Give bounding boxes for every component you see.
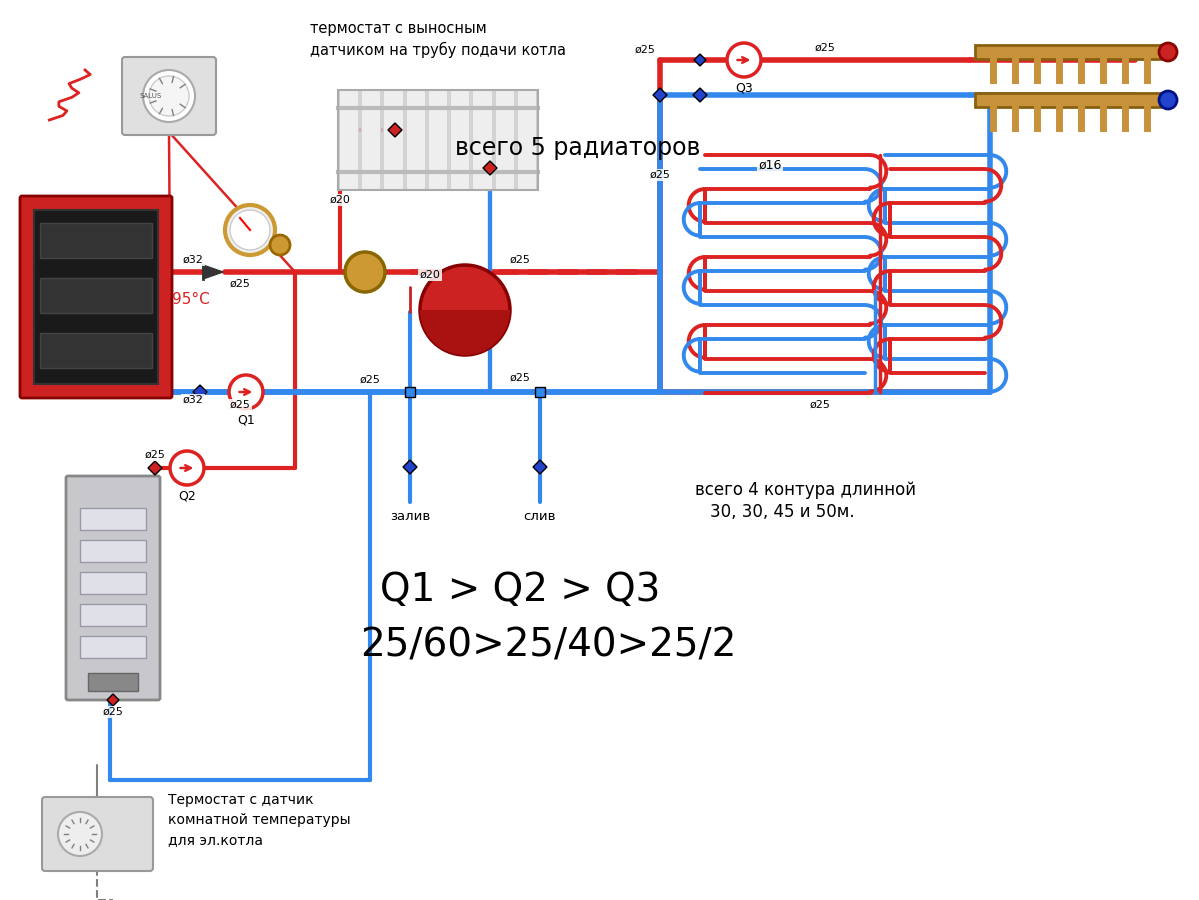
- Text: 25/60>25/40>25/2: 25/60>25/40>25/2: [360, 626, 736, 664]
- Text: ø25: ø25: [360, 375, 380, 385]
- Bar: [517, 90, 537, 190]
- Text: SALUS: SALUS: [140, 93, 162, 99]
- Bar: [535, 387, 546, 397]
- Polygon shape: [388, 123, 402, 137]
- Polygon shape: [534, 460, 547, 474]
- Bar: [339, 90, 360, 190]
- Text: ø25: ø25: [650, 170, 670, 180]
- Text: Q1 > Q2 > Q3: Q1 > Q2 > Q3: [380, 571, 661, 609]
- Circle shape: [230, 210, 270, 250]
- Circle shape: [1159, 43, 1177, 61]
- Bar: [40, 278, 152, 313]
- Circle shape: [345, 252, 385, 292]
- Bar: [494, 90, 514, 190]
- FancyBboxPatch shape: [20, 196, 171, 398]
- Polygon shape: [403, 460, 417, 474]
- Text: Q1: Q1: [237, 413, 255, 427]
- Text: ø25: ø25: [510, 255, 530, 265]
- FancyBboxPatch shape: [66, 476, 159, 700]
- Text: для эл.котла: для эл.котла: [168, 833, 263, 847]
- Bar: [80, 508, 146, 530]
- Bar: [384, 90, 404, 190]
- Text: ø25: ø25: [229, 400, 251, 410]
- Text: Термостат с датчик: Термостат с датчик: [168, 793, 314, 807]
- Text: ø20: ø20: [330, 195, 350, 205]
- Text: термостат с выносным: термостат с выносным: [311, 21, 487, 35]
- Text: ø25: ø25: [229, 279, 251, 289]
- Circle shape: [1159, 91, 1177, 109]
- Bar: [428, 90, 448, 190]
- Text: Q3: Q3: [735, 82, 753, 94]
- Text: ø16: ø16: [758, 158, 782, 172]
- Bar: [975, 45, 1159, 59]
- Bar: [361, 90, 381, 190]
- Bar: [80, 604, 146, 626]
- Text: ø32: ø32: [182, 255, 204, 265]
- Text: ø25: ø25: [634, 45, 656, 55]
- Circle shape: [143, 70, 195, 122]
- FancyBboxPatch shape: [42, 797, 153, 871]
- Polygon shape: [693, 88, 707, 102]
- Text: ø25: ø25: [510, 373, 530, 383]
- Bar: [338, 90, 538, 190]
- Text: ø32: ø32: [182, 395, 204, 405]
- Polygon shape: [694, 54, 706, 66]
- Bar: [405, 387, 415, 397]
- Text: ø25: ø25: [103, 707, 123, 717]
- Text: 95°С: 95°С: [171, 292, 210, 308]
- Bar: [450, 90, 470, 190]
- Text: залив: залив: [390, 510, 430, 524]
- Polygon shape: [107, 694, 119, 706]
- Bar: [40, 333, 152, 368]
- Text: Q2: Q2: [179, 490, 195, 502]
- Polygon shape: [193, 385, 207, 399]
- Text: ø20: ø20: [420, 270, 440, 280]
- Text: ø25: ø25: [814, 43, 836, 53]
- Bar: [88, 673, 138, 691]
- Circle shape: [225, 205, 275, 255]
- Text: слив: слив: [524, 510, 556, 524]
- Bar: [80, 540, 146, 562]
- Circle shape: [170, 451, 204, 485]
- Bar: [80, 572, 146, 594]
- Text: датчиком на трубу подачи котла: датчиком на трубу подачи котла: [311, 42, 566, 58]
- Bar: [975, 93, 1159, 107]
- Bar: [80, 636, 146, 658]
- Text: 30, 30, 45 и 50м.: 30, 30, 45 и 50м.: [710, 503, 855, 521]
- Circle shape: [229, 375, 263, 409]
- Circle shape: [420, 265, 510, 355]
- Circle shape: [58, 812, 102, 856]
- Circle shape: [149, 76, 189, 116]
- Text: ø25: ø25: [145, 450, 165, 460]
- Bar: [40, 223, 152, 258]
- Circle shape: [727, 43, 761, 77]
- Text: ø25: ø25: [809, 400, 831, 410]
- Bar: [472, 90, 493, 190]
- Polygon shape: [147, 461, 162, 475]
- Bar: [405, 90, 426, 190]
- Polygon shape: [203, 265, 223, 279]
- Text: комнатной температуры: комнатной температуры: [168, 813, 350, 827]
- Text: всего 4 контура длинной: всего 4 контура длинной: [695, 481, 916, 499]
- Wedge shape: [420, 310, 510, 355]
- Circle shape: [270, 235, 290, 255]
- Text: всего 5 радиаторов: всего 5 радиаторов: [454, 136, 700, 160]
- Polygon shape: [483, 161, 498, 175]
- Bar: [34, 210, 158, 384]
- FancyBboxPatch shape: [122, 57, 216, 135]
- Polygon shape: [653, 88, 667, 102]
